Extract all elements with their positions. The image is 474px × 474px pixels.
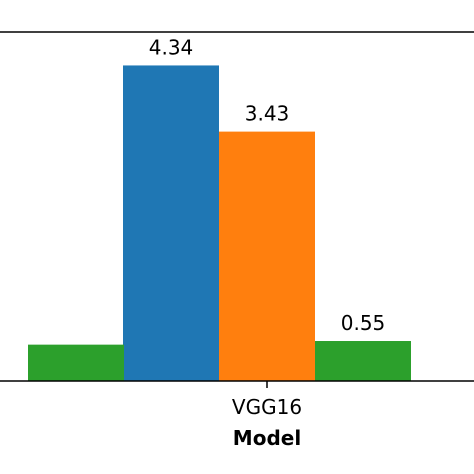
data-label-series1-VGG16: 4.34 — [149, 35, 194, 59]
data-labels-group: 4.34 3.43 0.55 — [149, 35, 386, 335]
x-tick-label-vgg16: VGG16 — [232, 395, 302, 419]
bar-series2-VGG16 — [219, 131, 315, 381]
bar-series1-VGG16 — [123, 65, 219, 381]
bar-series3-VGG16 — [315, 341, 411, 381]
data-label-series3-VGG16: 0.55 — [341, 311, 386, 335]
x-axis-title: Model — [233, 426, 301, 450]
data-label-series2-VGG16: 3.43 — [245, 102, 290, 126]
bar-series3-group1 — [28, 344, 124, 381]
bars-group — [28, 65, 411, 381]
